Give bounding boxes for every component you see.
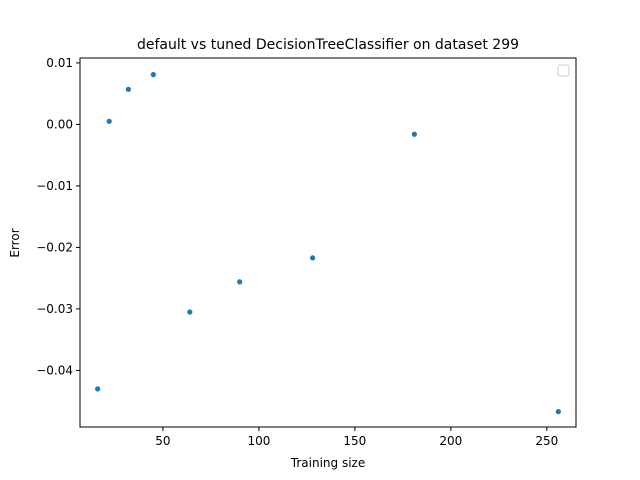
- legend-frame: [557, 64, 570, 77]
- data-point: [237, 279, 243, 285]
- data-point: [411, 131, 417, 137]
- y-tick-label: −0.04: [36, 363, 73, 377]
- data-point: [125, 86, 131, 92]
- x-axis-label: Training size: [290, 456, 365, 470]
- chart-title: default vs tuned DecisionTreeClassifier …: [137, 37, 519, 53]
- y-axis: −0.04 −0.03 −0.02 −0.01 0.00 0.01: [36, 56, 80, 377]
- legend: [557, 64, 570, 77]
- data-points: [95, 72, 561, 415]
- plot-area: [79, 57, 577, 428]
- axes-frame: [79, 57, 577, 428]
- x-tick-label: 250: [535, 434, 558, 448]
- y-tick-label: −0.02: [36, 240, 73, 254]
- x-axis: 50 100 150 200 250: [155, 427, 558, 448]
- y-axis-label: Error: [8, 228, 22, 257]
- y-tick-label: −0.03: [36, 302, 73, 316]
- y-tick-label: −0.01: [36, 179, 73, 193]
- data-point: [150, 72, 156, 78]
- data-point: [106, 118, 112, 124]
- y-tick-label: 0.01: [46, 56, 73, 70]
- x-tick-label: 100: [247, 434, 270, 448]
- data-point: [187, 309, 193, 315]
- data-point: [310, 255, 316, 261]
- y-tick-label: 0.00: [46, 117, 73, 131]
- data-point: [555, 409, 561, 415]
- x-tick-label: 200: [439, 434, 462, 448]
- data-point: [95, 386, 101, 392]
- x-tick-label: 150: [343, 434, 366, 448]
- x-tick-label: 50: [155, 434, 170, 448]
